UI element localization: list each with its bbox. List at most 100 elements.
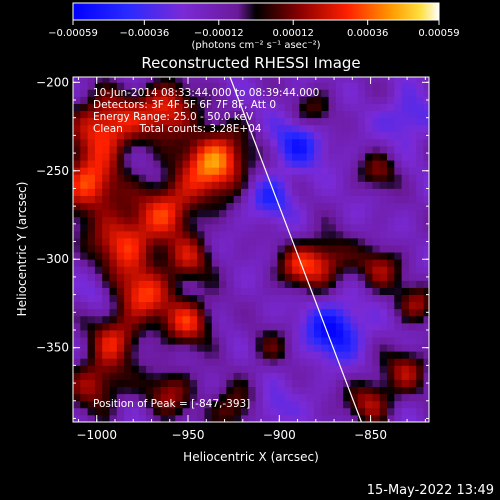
heatmap-cell [182,266,191,274]
heatmap-cell [343,337,351,345]
heatmap-cell [416,103,424,112]
heatmap-cell [189,230,198,239]
heatmap-cell [153,195,162,204]
heatmap-cell [328,82,337,90]
heatmap-cell [313,153,322,161]
heatmap-cell [306,77,315,83]
heatmap-cell [270,82,278,90]
heatmap-cell [387,209,395,218]
heatmap-cell [387,124,395,133]
heatmap-cell [335,280,344,288]
heatmap-cell [357,287,366,296]
heatmap-cell [416,202,424,211]
heatmap-cell [306,351,315,359]
heatmap-cell [357,372,366,380]
heatmap-cell [146,294,154,303]
heatmap-cell [248,393,256,402]
heatmap-cell [116,266,125,274]
heatmap-cell [306,330,315,338]
heatmap-cell [387,301,395,310]
heatmap-cell [80,372,88,380]
heatmap-cell [233,315,242,324]
heatmap-cell [87,138,96,147]
heatmap-cell [146,407,154,416]
heatmap-cell [350,344,359,352]
heatmap-cell [401,414,410,422]
heatmap-cell [73,414,81,422]
heatmap-cell [401,153,410,161]
heatmap-cell [423,393,429,402]
heatmap-cell [408,245,417,253]
heatmap-cell [416,344,424,352]
heatmap-cell [124,400,132,409]
heatmap-cell [175,351,183,359]
heatmap-cell [204,315,213,324]
heatmap-cell [365,351,373,359]
heatmap-cell [387,280,395,288]
heatmap-cell [153,330,162,338]
x-tick-label: −850 [354,428,387,442]
heatmap-cell [211,287,220,296]
heatmap-cell [87,330,96,338]
heatmap-cell [204,287,213,296]
heatmap-cell [372,358,381,366]
heatmap-cell [306,230,315,239]
heatmap-cell [204,379,213,388]
heatmap-cell [408,82,417,90]
heatmap-cell [357,252,366,260]
heatmap-cell [175,138,183,147]
heatmap-cell [80,344,88,352]
heatmap-cell [277,330,286,338]
heatmap-cell [313,379,322,388]
heatmap-cell [73,273,81,281]
heatmap-cell [313,138,322,147]
heatmap-cell [248,103,256,112]
heatmap-cell [379,216,388,225]
heatmap-cell [365,407,373,416]
heatmap-cell [372,167,381,175]
heatmap-cell [73,230,81,239]
heatmap-cell [160,330,169,338]
heatmap-cell [284,138,293,147]
colorbar-tick-label: −0.00036 [119,28,169,39]
heatmap-cell [321,337,329,345]
heatmap-cell [116,301,125,310]
heatmap-cell [313,167,322,175]
heatmap-cell [387,337,395,345]
heatmap-cell [226,138,235,147]
heatmap-cell [182,188,191,196]
heatmap-cell [394,131,403,140]
heatmap-cell [73,96,81,104]
heatmap-cell [248,280,256,288]
heatmap-cell [255,344,264,352]
heatmap-cell [394,209,403,218]
heatmap-cell [394,153,403,161]
heatmap-cell [408,153,417,161]
heatmap-cell [189,414,198,422]
heatmap-cell [343,131,351,140]
heatmap-cell [248,77,256,83]
heatmap-cell [357,174,366,182]
heatmap-cell [292,379,300,388]
heatmap-cell [226,117,235,126]
heatmap-cell [197,344,205,352]
heatmap-cell [211,365,220,373]
heatmap-cell [116,245,125,253]
heatmap-cell [233,117,242,126]
heatmap-cell [328,273,337,281]
heatmap-cell [211,238,220,246]
heatmap-cell [211,188,220,196]
heatmap-cell [372,322,381,331]
heatmap-cell [167,89,176,97]
heatmap-cell [116,238,125,246]
heatmap-cell [350,266,359,274]
heatmap-cell [138,124,147,133]
heatmap-cell [248,273,256,281]
heatmap-cell [182,273,191,281]
heatmap-cell [131,153,140,161]
heatmap-cell [240,195,249,204]
heatmap-cell [372,195,381,204]
heatmap-cell [350,287,359,296]
heatmap-cell [153,365,162,373]
heatmap-cell [233,188,242,196]
